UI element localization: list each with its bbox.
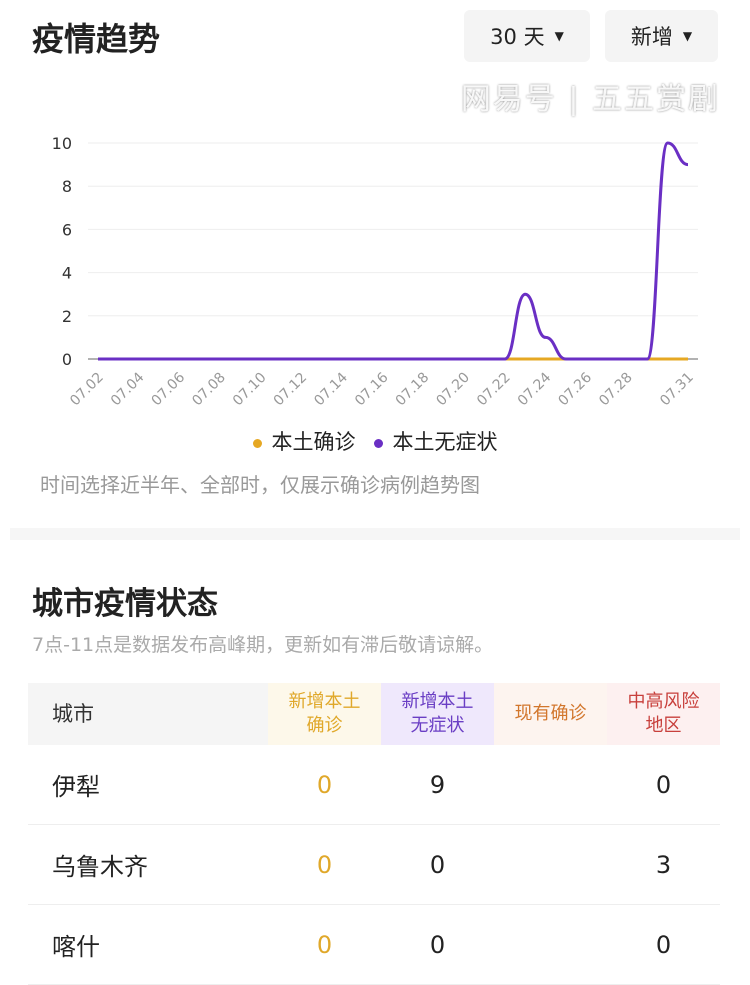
- x-tick-label: 07.10: [230, 370, 270, 410]
- y-tick-label: 10: [52, 134, 72, 153]
- legend-dot: [252, 438, 262, 448]
- range-dropdown[interactable]: 30 天 ▼: [464, 10, 590, 62]
- new-asymptomatic: 9: [429, 770, 446, 799]
- table-row[interactable]: 伊犁 0 9 0: [28, 745, 720, 825]
- section-subtitle: 7点-11点是数据发布高峰期，更新如有滞后敬请谅解。: [32, 634, 494, 656]
- new-confirmed: 0: [316, 850, 333, 879]
- risk-areas: 3: [655, 850, 672, 879]
- legend-label: 本土确诊: [271, 430, 356, 454]
- header-city: 城市: [28, 683, 268, 745]
- new-confirmed: 0: [316, 930, 333, 959]
- chart-legend: 本土确诊 本土无症状: [0, 426, 750, 456]
- header-new-asymptomatic: 新增本土 无症状: [381, 683, 494, 745]
- header-new-confirmed: 新增本土 确诊: [268, 683, 381, 745]
- y-tick-label: 6: [62, 220, 72, 239]
- risk-areas: 0: [655, 930, 672, 959]
- y-tick-label: 4: [62, 264, 72, 283]
- x-tick-label: 07.06: [149, 369, 189, 409]
- table-row[interactable]: 乌鲁木齐 0 0 3: [28, 825, 720, 905]
- new-asymptomatic: 0: [429, 850, 446, 879]
- type-dropdown[interactable]: 新增 ▼: [605, 10, 718, 62]
- series-line-asymptomatic: [98, 141, 689, 361]
- city-name: 乌鲁木齐: [52, 853, 148, 881]
- x-tick-label: 07.04: [108, 369, 148, 409]
- legend-label: 本土无症状: [392, 430, 498, 454]
- new-confirmed: 0: [316, 770, 333, 799]
- page-title: 疫情趋势: [32, 20, 161, 58]
- header-risk-areas: 中高风险 地区: [607, 683, 720, 745]
- city-name: 伊犁: [52, 773, 100, 801]
- header-current-confirmed: 现有确诊: [494, 683, 607, 745]
- y-tick-label: 2: [62, 307, 72, 326]
- x-tick-label: 07.02: [67, 370, 107, 410]
- watermark: 网易号 | 五五赏剧: [460, 82, 720, 117]
- x-tick-label: 07.28: [596, 370, 636, 410]
- x-tick-label: 07.20: [433, 370, 473, 410]
- x-tick-label: 07.14: [311, 369, 351, 409]
- x-tick-label: 07.08: [189, 370, 229, 410]
- caret-down-icon: ▼: [682, 29, 693, 43]
- x-tick-label: 07.22: [474, 370, 514, 410]
- x-tick-label: 07.18: [393, 370, 433, 410]
- legend-dot: [373, 438, 383, 448]
- legend-item[interactable]: 本土确诊: [252, 426, 356, 456]
- x-tick-label: 07.31: [657, 370, 697, 410]
- divider: [10, 528, 740, 540]
- table-header: 城市 新增本土 确诊 新增本土 无症状 现有确诊 中高风险 地区: [28, 683, 720, 745]
- x-tick-label: 07.12: [271, 370, 311, 410]
- table-row[interactable]: 喀什 0 0 0: [28, 905, 720, 985]
- range-value: 30 天: [490, 25, 545, 49]
- y-tick-label: 8: [62, 177, 72, 196]
- risk-areas: 0: [655, 770, 672, 799]
- legend-item[interactable]: 本土无症状: [373, 426, 498, 456]
- y-tick-label: 0: [62, 350, 72, 369]
- new-asymptomatic: 0: [429, 930, 446, 959]
- type-value: 新增: [630, 25, 673, 49]
- caret-down-icon: ▼: [554, 29, 564, 43]
- chart-note: 时间选择近半年、全部时，仅展示确诊病例趋势图: [40, 473, 480, 497]
- city-name: 喀什: [52, 933, 100, 961]
- x-tick-label: 07.26: [555, 369, 595, 409]
- section-title: 城市疫情状态: [32, 586, 218, 622]
- x-tick-label: 07.16: [352, 369, 392, 409]
- x-tick-label: 07.24: [515, 369, 555, 409]
